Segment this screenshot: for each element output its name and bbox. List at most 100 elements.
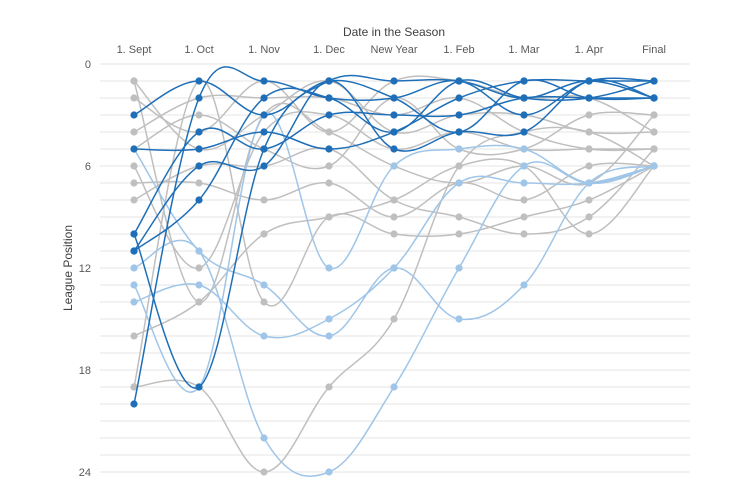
data-point (520, 128, 528, 136)
data-point (130, 179, 138, 187)
y-tick-labels: 0 6 12 18 24 (79, 59, 91, 479)
data-point (520, 196, 528, 204)
data-point (455, 77, 463, 85)
series-19 (130, 145, 658, 340)
data-point (325, 315, 333, 323)
data-point (130, 298, 138, 306)
series-22 (130, 111, 658, 393)
data-point (195, 196, 203, 204)
data-point (390, 94, 398, 102)
y-tick-label: 0 (85, 59, 91, 71)
data-point (650, 162, 658, 170)
data-point (195, 179, 203, 187)
data-point (130, 77, 138, 85)
data-point (260, 128, 268, 136)
data-point (390, 315, 398, 323)
data-point (520, 145, 528, 153)
data-point (520, 179, 528, 187)
data-point (650, 128, 658, 136)
data-point (520, 230, 528, 238)
series-6 (130, 162, 658, 221)
data-point (325, 213, 333, 221)
data-point (260, 298, 268, 306)
data-point (195, 247, 203, 255)
data-point (325, 111, 333, 119)
series-layer (130, 66, 658, 477)
data-point (585, 179, 593, 187)
data-point (455, 213, 463, 221)
data-point (390, 111, 398, 119)
data-point (325, 332, 333, 340)
series-line (133, 66, 655, 405)
data-point (650, 111, 658, 119)
data-point (260, 77, 268, 85)
data-point (585, 145, 593, 153)
series-line (133, 158, 655, 337)
data-point (130, 281, 138, 289)
data-point (585, 213, 593, 221)
data-point (585, 94, 593, 102)
data-point (455, 264, 463, 272)
data-point (195, 94, 203, 102)
data-point (325, 77, 333, 85)
data-point (520, 111, 528, 119)
data-point (260, 230, 268, 238)
data-point (195, 145, 203, 153)
data-point (520, 281, 528, 289)
data-point (585, 162, 593, 170)
data-point (260, 111, 268, 119)
data-point (455, 145, 463, 153)
data-point (455, 128, 463, 136)
series-line (133, 94, 655, 152)
x-tick-label: 1. Apr (575, 44, 604, 56)
data-point (390, 77, 398, 85)
data-point (325, 264, 333, 272)
data-point (585, 230, 593, 238)
data-point (520, 77, 528, 85)
x-tick-label: 1. Dec (313, 44, 345, 56)
data-point (455, 230, 463, 238)
series-line (133, 79, 655, 252)
x-tick-label: 1. Mar (508, 44, 540, 56)
data-point (260, 434, 268, 442)
series-3 (130, 94, 658, 153)
data-point (325, 145, 333, 153)
data-point (390, 264, 398, 272)
data-point (455, 162, 463, 170)
data-point (260, 162, 268, 170)
x-tick-labels: 1. Sept 1. Oct 1. Nov 1. Dec New Year 1. Feb 1… (117, 44, 666, 56)
data-point (260, 196, 268, 204)
data-point (390, 213, 398, 221)
data-point (325, 128, 333, 136)
data-point (195, 111, 203, 119)
data-point (390, 230, 398, 238)
data-point (325, 162, 333, 170)
y-tick-label: 18 (79, 365, 91, 377)
data-point (325, 468, 333, 476)
data-point (130, 111, 138, 119)
data-point (650, 77, 658, 85)
data-point (130, 145, 138, 153)
data-point (195, 162, 203, 170)
x-tick-label: 1. Sept (117, 44, 152, 56)
y-tick-label: 12 (79, 263, 91, 275)
data-point (585, 77, 593, 85)
series-18 (130, 74, 658, 391)
y-tick-label: 24 (79, 467, 91, 479)
data-point (130, 400, 138, 408)
x-tick-label: 1. Nov (248, 44, 280, 56)
data-point (130, 230, 138, 238)
data-point (390, 196, 398, 204)
data-point (260, 281, 268, 289)
data-point (520, 94, 528, 102)
data-point (455, 315, 463, 323)
series-line (133, 162, 655, 218)
data-point (390, 383, 398, 391)
data-point (260, 145, 268, 153)
data-point (455, 179, 463, 187)
data-point (130, 247, 138, 255)
data-point (650, 94, 658, 102)
data-point (390, 145, 398, 153)
